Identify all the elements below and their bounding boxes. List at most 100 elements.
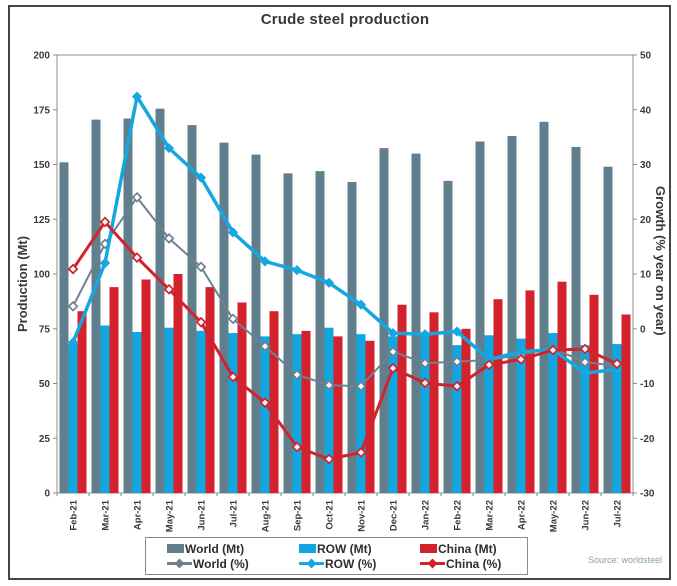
- marker-diamond: [99, 257, 111, 269]
- right-tick-label: 0: [640, 324, 646, 335]
- bar: [356, 334, 366, 493]
- bar: [548, 333, 558, 493]
- marker-diamond: [227, 313, 239, 325]
- marker-diamond: [419, 377, 431, 389]
- bar: [269, 311, 279, 493]
- bar: [228, 333, 238, 493]
- right-tick-label: 10: [640, 270, 652, 281]
- left-tick-label: 150: [33, 160, 50, 171]
- bar: [283, 173, 293, 494]
- bar: [493, 299, 503, 493]
- bar: [557, 281, 567, 493]
- bar: [205, 287, 215, 493]
- marker-diamond: [67, 300, 79, 312]
- bar: [429, 312, 439, 493]
- right-tick-label: 30: [640, 160, 652, 171]
- x-tick-label: Feb-21: [69, 499, 80, 530]
- x-tick-label: May-22: [549, 500, 560, 532]
- marker-diamond: [131, 191, 143, 203]
- bar: [237, 302, 247, 493]
- bars-world-mt: [59, 108, 613, 494]
- x-tick-label: Sep-21: [293, 499, 304, 531]
- x-tick-label: Jun-21: [197, 499, 208, 530]
- x-tick-label: Nov-21: [357, 499, 368, 531]
- x-tick-label: Apr-21: [133, 499, 144, 530]
- bar: [187, 125, 197, 493]
- legend: World (Mt) ROW (Mt) China (Mt) World (%)…: [145, 537, 528, 575]
- world-line-swatch-icon: [167, 558, 192, 569]
- marker-diamond: [259, 397, 271, 409]
- x-tick-label: Jun-22: [581, 500, 592, 531]
- marker-diamond: [355, 299, 367, 310]
- bar: [292, 334, 302, 493]
- china-bar-swatch-icon: [420, 544, 437, 553]
- bar: [379, 148, 389, 493]
- bar: [251, 154, 261, 493]
- bar: [516, 338, 526, 493]
- legend-item-row-mt: ROW (Mt): [299, 543, 420, 555]
- marker-diamond: [355, 447, 367, 458]
- bar: [100, 325, 110, 493]
- legend-item-world-pct: World (%): [167, 558, 299, 570]
- left-tick-label: 75: [39, 324, 51, 335]
- marker-diamond: [227, 227, 239, 238]
- legend-label: ROW (Mt): [317, 541, 372, 556]
- left-tick-label: 200: [33, 51, 50, 62]
- bar: [484, 335, 494, 493]
- marker-diamond: [227, 371, 239, 383]
- marker-diamond: [291, 265, 303, 276]
- legend-item-world-mt: World (Mt): [167, 543, 299, 555]
- x-tick-label: Jul-21: [229, 499, 240, 527]
- bar: [132, 332, 142, 493]
- bar: [461, 328, 471, 494]
- left-tick-label: 175: [33, 105, 50, 116]
- china-line-swatch-icon: [420, 558, 445, 569]
- bar: [525, 290, 535, 493]
- bar: [589, 294, 599, 493]
- right-tick-label: -30: [640, 489, 655, 500]
- line-china-pct: [67, 216, 623, 465]
- bar: [77, 311, 87, 493]
- bar: [475, 141, 485, 493]
- left-tick-label: 50: [39, 379, 51, 390]
- marker-diamond: [163, 283, 175, 295]
- marker-diamond: [579, 367, 591, 379]
- marker-diamond: [195, 172, 207, 183]
- marker-diamond: [579, 343, 591, 355]
- bar: [420, 334, 430, 493]
- source-note: Source: worldsteel: [587, 555, 662, 565]
- marker-diamond: [611, 358, 623, 370]
- marker-diamond: [67, 337, 79, 348]
- marker-diamond: [131, 252, 143, 263]
- marker-diamond: [451, 380, 463, 392]
- bar: [301, 330, 311, 493]
- marker-diamond: [387, 328, 399, 339]
- right-tick-label: -20: [640, 434, 655, 445]
- bar: [324, 327, 334, 493]
- x-tick-label: Apr-22: [517, 500, 528, 530]
- bar: [333, 336, 343, 493]
- marker-diamond: [547, 344, 559, 356]
- x-tick-label: Oct-21: [325, 499, 336, 529]
- bar: [603, 166, 613, 493]
- bar: [621, 314, 631, 493]
- x-tick-label: Feb-22: [453, 500, 464, 531]
- row-line-swatch-icon: [299, 558, 324, 569]
- left-tick-label: 0: [44, 489, 50, 500]
- marker-diamond: [323, 277, 335, 288]
- bar: [141, 279, 151, 493]
- left-tick-label: 125: [33, 215, 50, 226]
- x-tick-label: Aug-21: [261, 499, 272, 532]
- x-tick-label: Jul-22: [613, 500, 624, 527]
- marker-diamond: [355, 380, 367, 392]
- legend-item-china-pct: China (%): [420, 558, 530, 570]
- world-bar-swatch-icon: [167, 544, 184, 553]
- marker-diamond: [195, 261, 207, 273]
- marker-diamond: [387, 362, 399, 374]
- chart-title: Crude steel production: [260, 11, 430, 28]
- bar: [219, 142, 229, 493]
- bar: [260, 336, 270, 493]
- bar: [365, 340, 375, 493]
